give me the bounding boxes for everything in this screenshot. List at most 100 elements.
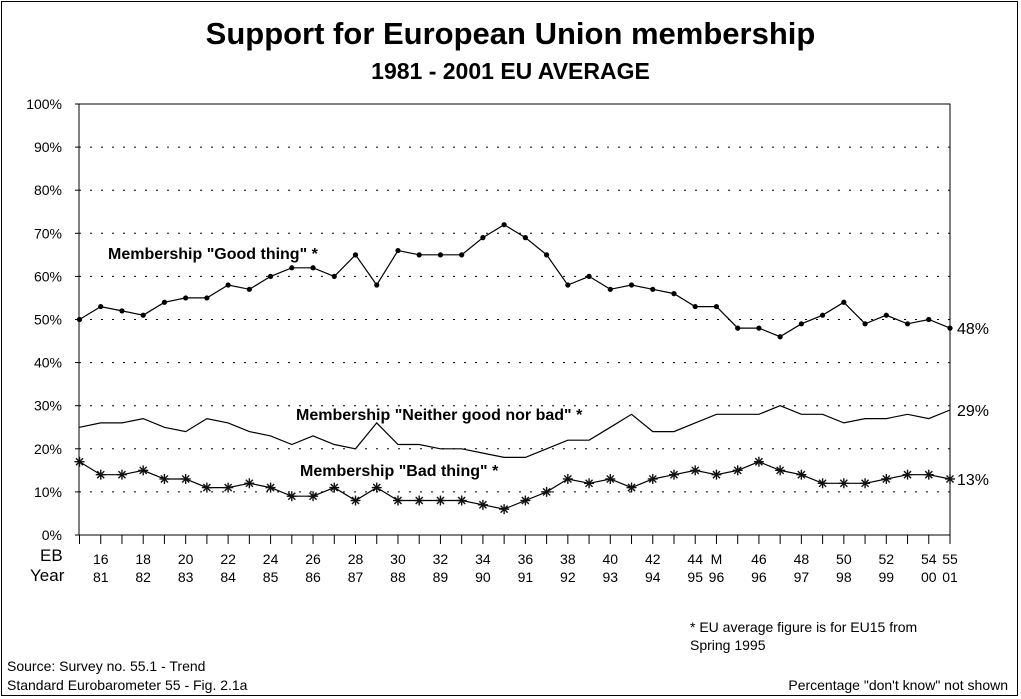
y-tick-label: 30% <box>34 398 62 414</box>
x-tick-label-year: 89 <box>433 569 449 585</box>
chart-title: Support for European Union membership <box>205 16 816 51</box>
x-tick-label-eb: 55 <box>942 551 958 567</box>
data-point <box>223 482 234 493</box>
data-point <box>713 303 720 310</box>
data-point <box>838 478 849 489</box>
data-point <box>414 495 425 506</box>
data-point <box>310 265 316 271</box>
y-tick-label: 100% <box>26 96 62 112</box>
star-stroke <box>181 474 190 484</box>
star-stroke <box>691 466 700 475</box>
data-point <box>225 282 231 288</box>
y-tick-label: 40% <box>34 355 62 371</box>
star-stroke <box>542 487 551 496</box>
x-tick-label-eb: 42 <box>645 551 661 567</box>
star-stroke <box>945 474 955 484</box>
data-point <box>562 473 573 484</box>
star-stroke <box>839 479 848 488</box>
star-stroke <box>351 496 360 505</box>
data-point <box>140 312 146 318</box>
data-point <box>947 325 953 331</box>
star-stroke <box>712 470 721 479</box>
data-point <box>883 312 889 318</box>
x-tick-label-eb: 32 <box>433 551 449 567</box>
star-stroke <box>924 470 933 479</box>
data-point <box>331 273 337 279</box>
end-value-label: 29% <box>957 403 989 420</box>
data-point <box>437 252 444 258</box>
data-point <box>735 325 741 331</box>
data-point <box>671 291 677 297</box>
data-point <box>477 499 488 510</box>
star-stroke <box>330 483 339 492</box>
x-tick-label-year: 98 <box>836 569 852 585</box>
data-point <box>860 478 871 489</box>
data-point <box>881 473 892 484</box>
data-point <box>183 295 189 301</box>
data-point <box>159 473 170 484</box>
star-stroke <box>372 483 381 492</box>
data-point <box>246 286 252 292</box>
plot-area-border <box>78 103 951 536</box>
x-tick-label-year: 90 <box>475 569 491 585</box>
x-tick-label-year: 82 <box>135 569 151 585</box>
data-point <box>352 252 359 258</box>
star-stroke <box>521 496 530 505</box>
data-point <box>499 504 510 515</box>
data-point <box>416 252 422 258</box>
x-tick-label-eb: 46 <box>751 551 767 567</box>
data-point <box>392 495 403 506</box>
x-tick-label-year: 97 <box>794 569 810 585</box>
y-tick-label: 60% <box>34 268 62 284</box>
data-point <box>180 473 191 484</box>
star-stroke <box>287 492 296 501</box>
y-tick-label: 90% <box>34 139 62 155</box>
x-row-label-year: Year <box>30 566 65 585</box>
data-point <box>820 312 826 318</box>
x-tick-label-year: 85 <box>263 569 279 585</box>
data-point <box>626 482 637 493</box>
data-point <box>923 469 934 480</box>
data-point <box>286 491 297 502</box>
x-tick-label-eb: M <box>711 551 723 567</box>
data-point <box>753 456 764 467</box>
data-point <box>541 486 552 497</box>
star-stroke <box>903 470 912 479</box>
data-point <box>926 316 932 323</box>
data-point <box>204 295 210 301</box>
data-point <box>201 482 212 493</box>
x-tick-label-eb: 24 <box>263 551 279 567</box>
data-point <box>756 325 762 331</box>
source-reference: Standard Eurobarometer 55 - Fig. 2.1a <box>7 677 248 693</box>
star-stroke <box>776 466 785 475</box>
x-tick-label-eb: 26 <box>305 551 321 567</box>
y-tick-label: 10% <box>34 484 62 500</box>
data-point <box>732 465 743 476</box>
star-stroke <box>415 496 424 505</box>
data-point <box>374 282 380 288</box>
x-tick-label-eb: 18 <box>135 551 151 567</box>
star-stroke <box>797 470 806 479</box>
series-label: Membership "Neither good nor bad" * <box>296 407 583 424</box>
x-tick-label-eb: 34 <box>475 551 491 567</box>
data-point <box>95 469 106 480</box>
note-dont-know: Percentage "don't know" not shown <box>788 677 1008 693</box>
star-stroke <box>861 479 870 488</box>
data-point <box>650 286 656 292</box>
star-stroke <box>245 479 254 488</box>
data-point <box>668 469 679 480</box>
data-point <box>308 491 319 502</box>
x-tick-label-eb: 50 <box>836 551 852 567</box>
data-point <box>543 252 550 258</box>
x-tick-label-year: 96 <box>751 569 767 585</box>
x-tick-label-year: 94 <box>645 569 661 585</box>
x-tick-label-eb: 30 <box>390 551 406 567</box>
data-point <box>267 273 274 279</box>
data-point <box>565 282 571 288</box>
series-label: Membership "Good thing" * <box>108 246 319 263</box>
data-point <box>522 235 528 241</box>
x-tick-label-eb: 40 <box>603 551 619 567</box>
star-stroke <box>75 457 84 466</box>
data-point <box>584 478 595 489</box>
